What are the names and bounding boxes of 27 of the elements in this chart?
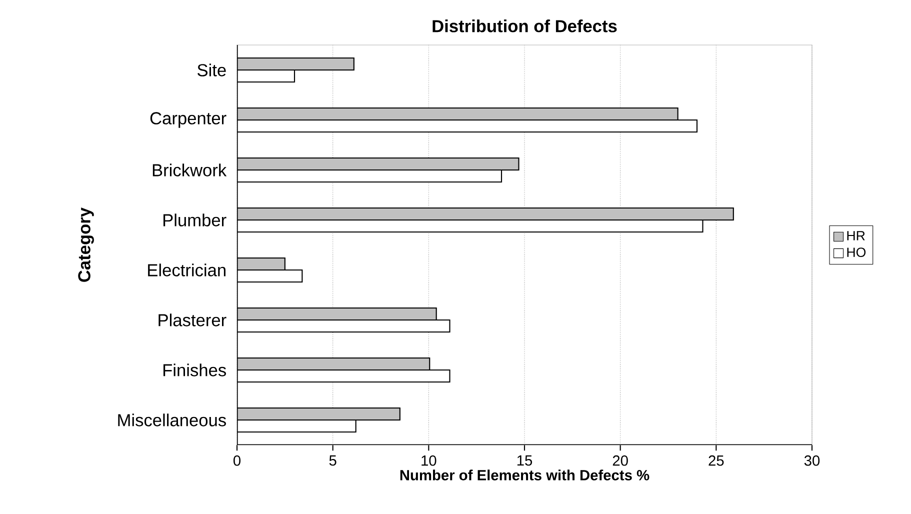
x-tick-label: 20 — [612, 455, 628, 466]
y-tick-label: Finishes — [163, 364, 226, 376]
text: HO — [847, 248, 866, 258]
x-tick-label: 0 — [233, 455, 240, 466]
y-axis-title: Category — [78, 208, 94, 282]
y-tick-label: Site — [198, 64, 226, 76]
y-tick-label: Plasterer — [158, 314, 226, 326]
y-tick-label: Electrician — [148, 264, 226, 276]
x-tick-label: 10 — [422, 455, 436, 466]
x-tick-label: 30 — [804, 455, 820, 466]
x-tick-label: 15 — [517, 455, 532, 466]
chart-title: Distribution of Defects — [432, 20, 617, 32]
x-axis-title: Number of Elements with Defects % — [400, 470, 650, 480]
bar — [237, 207, 734, 221]
y-tick-label: Carpenter — [150, 112, 226, 128]
y-tick-label: Miscellaneous — [118, 414, 226, 426]
bar — [237, 307, 437, 321]
y-tick-label: Plumber — [163, 214, 226, 226]
bar — [237, 107, 678, 121]
bar — [237, 357, 430, 371]
x-tick-label: 5 — [329, 455, 336, 466]
bar — [237, 407, 400, 421]
y-tick-label: Brickwork — [152, 164, 227, 176]
bar — [237, 157, 520, 171]
x-tick-label: 25 — [708, 455, 724, 466]
bar — [237, 57, 354, 71]
legend-label: HR — [847, 231, 865, 240]
